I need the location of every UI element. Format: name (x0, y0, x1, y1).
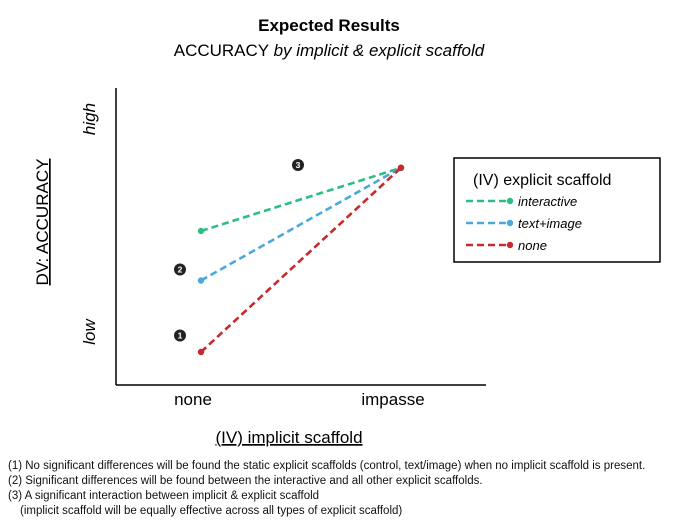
footnote-2: (2) Significant differences will be foun… (8, 475, 483, 487)
legend-swatch-point-interactive (506, 197, 514, 205)
legend-items: interactive text+image none (466, 194, 582, 253)
series-line-text-image (200, 166, 402, 282)
series-point-text-image-0 (197, 277, 205, 284)
series-point-interactive-0 (197, 227, 205, 235)
annotation-layer: 1 2 3 (174, 159, 304, 342)
legend-label-text-image: text+image (518, 216, 582, 231)
x-tick-label-impasse: impasse (361, 390, 424, 409)
legend: (IV) explicit scaffold interactive text+i… (453, 157, 661, 263)
x-tick-label-none: none (174, 390, 212, 409)
series-line-none (200, 166, 402, 353)
chart-subtitle-main: ACCURACY (174, 41, 269, 60)
series-layer (197, 164, 405, 356)
chart: Expected Results ACCURACY by implicit & … (33, 16, 661, 447)
x-axis-title: (IV) implicit scaffold (215, 428, 362, 447)
series-point-none-0 (197, 348, 205, 356)
chart-subtitle: ACCURACY by implicit & explicit scaffold (174, 41, 485, 60)
legend-swatch-point-none (506, 241, 514, 249)
legend-swatch-point-text-image (506, 219, 514, 227)
series-point-none-1 (397, 164, 405, 171)
y-tick-label-high: high (80, 103, 99, 135)
annotation-marker-2 (174, 263, 186, 276)
legend-label-interactive: interactive (518, 194, 577, 209)
annotation-label-3: 3 (296, 160, 301, 170)
footnotes: (1) No significant differences will be f… (8, 459, 683, 519)
y-tick-label-low: low (80, 318, 99, 345)
annotation-marker-1 (174, 329, 186, 342)
annotation-label-2: 2 (178, 265, 183, 275)
legend-title: (IV) explicit scaffold (473, 172, 611, 189)
legend-label-none: none (518, 238, 547, 253)
y-axis-title: DV: ACCURACY (33, 159, 52, 286)
footnote-3: (3) A significant interaction between im… (8, 490, 320, 502)
footnote-1: (1) No significant differences will be f… (8, 460, 646, 472)
series-line-interactive (200, 166, 402, 233)
chart-subtitle-italic: by implicit & explicit scaffold (274, 41, 485, 60)
annotation-marker-3 (292, 159, 304, 171)
annotation-label-1: 1 (178, 331, 183, 341)
chart-title: Expected Results (258, 16, 400, 35)
footnote-3-detail: (implicit scaffold will be equally effec… (20, 505, 403, 517)
